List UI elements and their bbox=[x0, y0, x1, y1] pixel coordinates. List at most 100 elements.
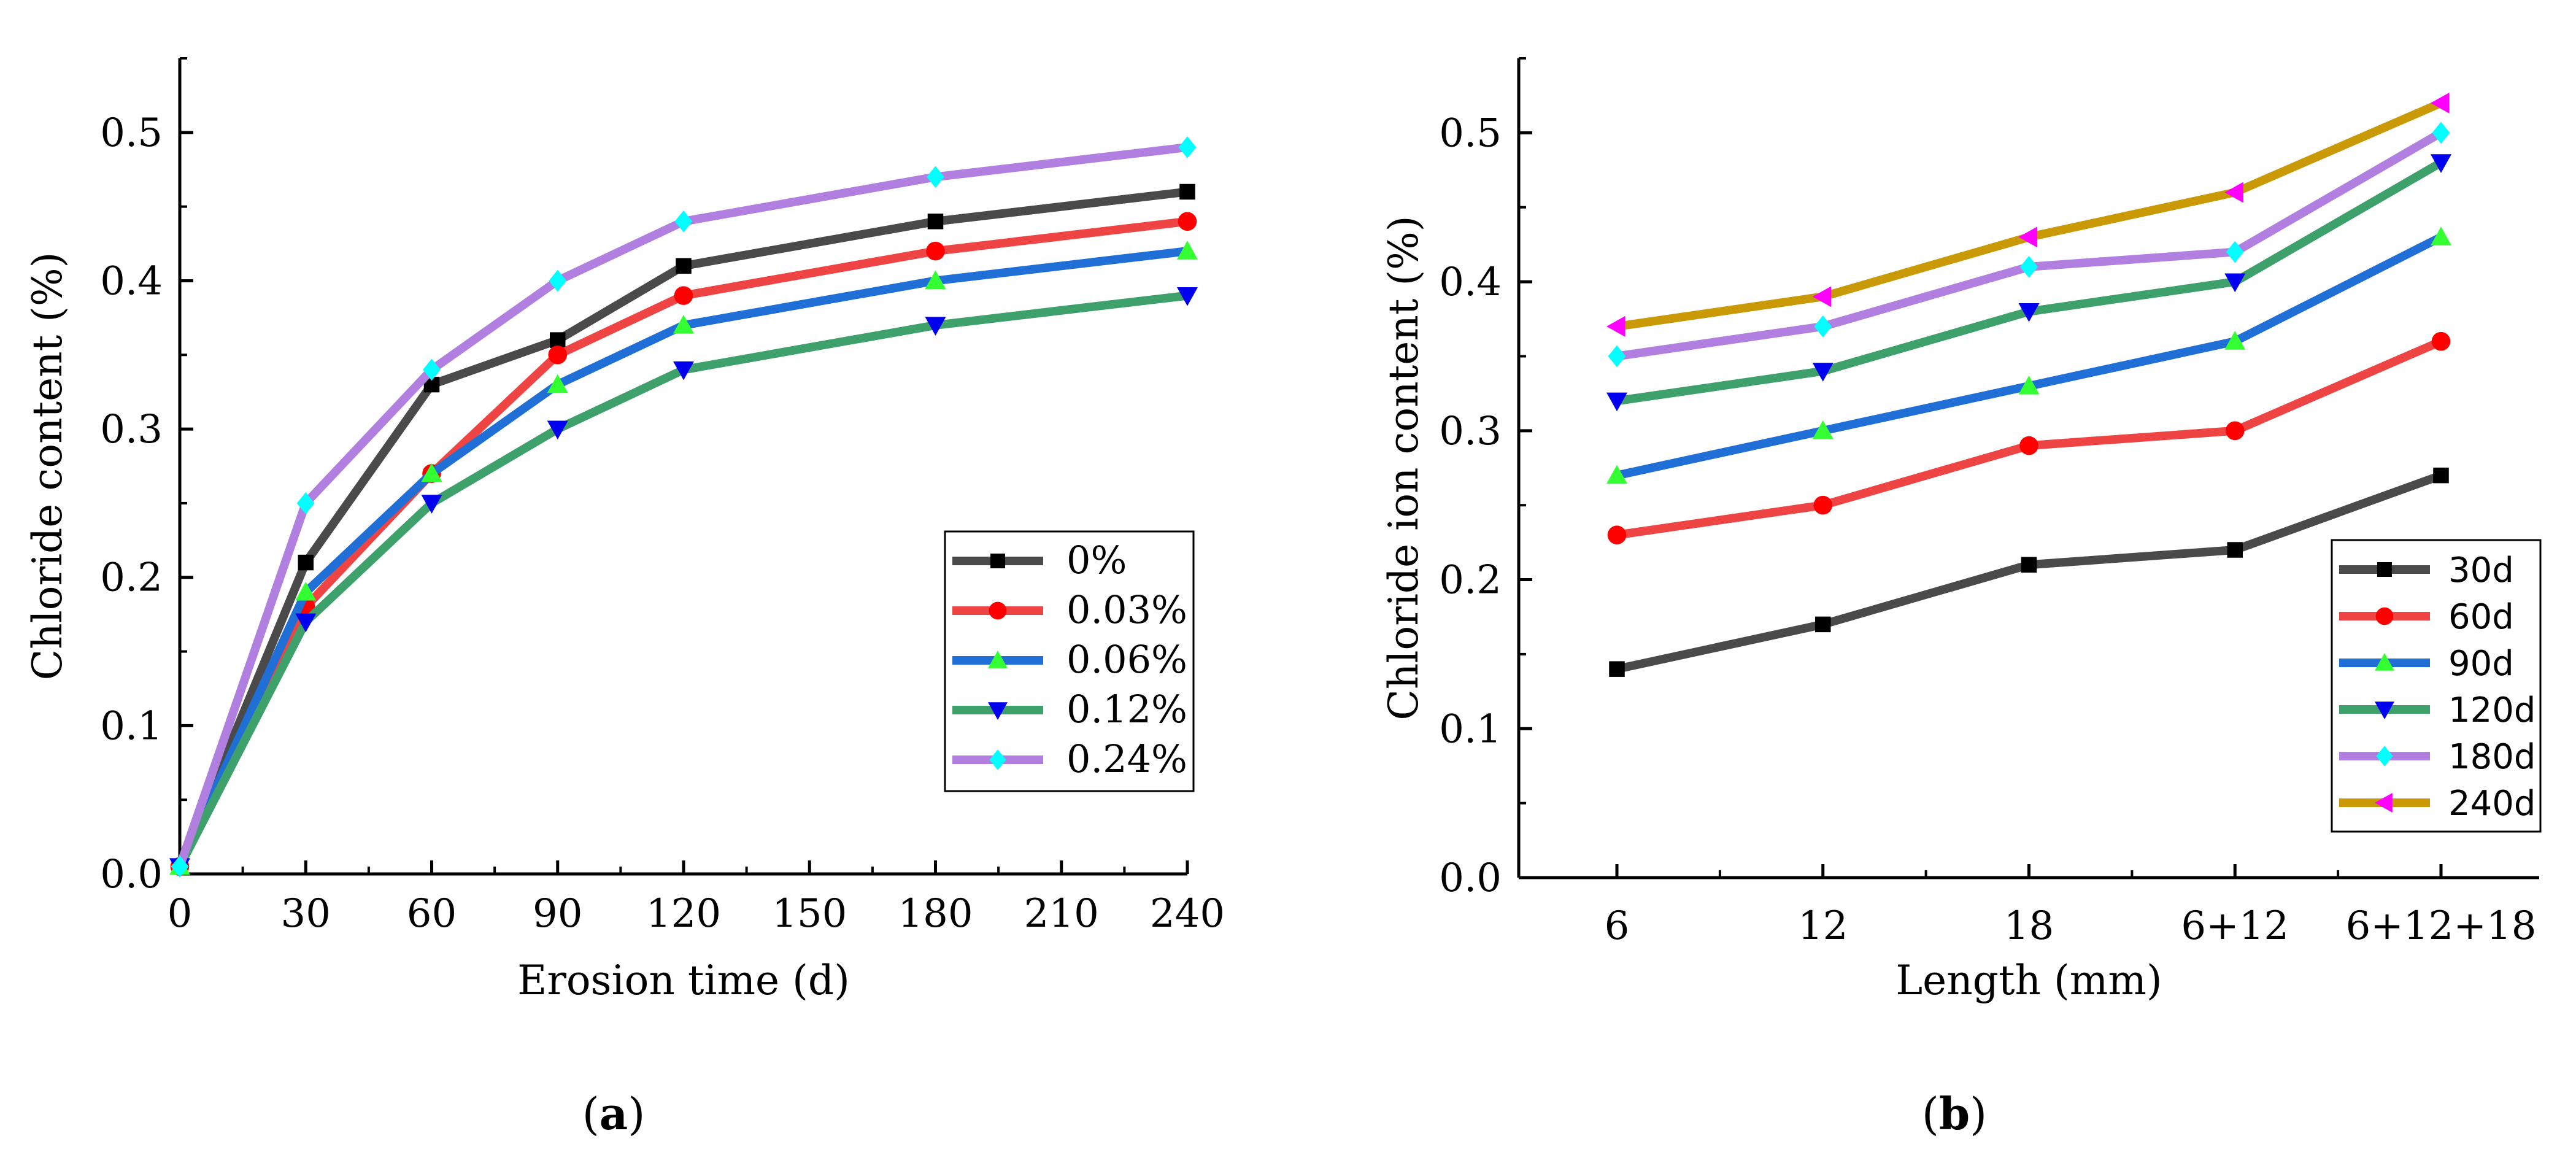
legend-label: 0.12% bbox=[1066, 687, 1187, 732]
data-point bbox=[1178, 136, 1197, 158]
x-tick-label: 120 bbox=[646, 891, 721, 937]
x-tick-label: 150 bbox=[772, 891, 847, 937]
data-point bbox=[421, 495, 442, 514]
legend-label: 120d bbox=[2448, 690, 2536, 730]
data-point bbox=[2021, 557, 2037, 573]
data-point bbox=[298, 554, 314, 571]
x-tick-label: 12 bbox=[1798, 903, 1848, 949]
panel-label: (a) bbox=[582, 1088, 646, 1140]
y-tick-label: 0.5 bbox=[100, 110, 163, 156]
series-0% bbox=[172, 184, 1195, 875]
data-point bbox=[2020, 255, 2038, 278]
data-point bbox=[2431, 331, 2451, 351]
legend-marker bbox=[2375, 653, 2394, 671]
data-point bbox=[550, 332, 566, 348]
data-point bbox=[927, 166, 944, 188]
legend-item: 180d bbox=[2339, 737, 2536, 777]
panel-label: (b) bbox=[1922, 1088, 1988, 1140]
data-point bbox=[676, 258, 692, 274]
data-point bbox=[2227, 542, 2243, 558]
series-90d bbox=[1606, 226, 2451, 484]
data-point bbox=[673, 361, 694, 381]
x-tick-label: 0 bbox=[168, 891, 193, 937]
y-tick-label: 0.3 bbox=[1439, 409, 1502, 454]
data-point bbox=[295, 613, 317, 633]
data-point bbox=[1606, 315, 1625, 337]
x-tick-label: 240 bbox=[1150, 891, 1225, 937]
data-point bbox=[1177, 241, 1198, 260]
data-point bbox=[1606, 392, 1627, 412]
data-point bbox=[2431, 226, 2451, 245]
legend-label: 0% bbox=[1066, 538, 1127, 582]
y-tick-label: 0.1 bbox=[100, 703, 163, 749]
legend-label: 0.06% bbox=[1066, 637, 1187, 682]
data-point bbox=[2432, 122, 2450, 144]
data-point bbox=[674, 210, 693, 233]
x-tick-label: 210 bbox=[1024, 891, 1099, 937]
data-point bbox=[674, 286, 693, 305]
y-tick-label: 0.0 bbox=[1439, 856, 1502, 901]
data-point bbox=[1178, 212, 1197, 231]
x-tick-label: 180 bbox=[898, 891, 973, 937]
legend-item: 0% bbox=[952, 538, 1127, 582]
legend-label: 90d bbox=[2448, 644, 2514, 684]
data-point bbox=[2019, 436, 2038, 455]
legend-marker bbox=[2376, 746, 2393, 767]
series-180d bbox=[1608, 122, 2450, 368]
chart-a: 0.0 0.1 0.2 0.3 0.4 0.5 0 30 60 90 120 150 180 210 240… bbox=[24, 57, 1225, 1140]
y-tick-label: 0.0 bbox=[100, 852, 163, 897]
y-axis-title: Chloride ion content (%) bbox=[1380, 215, 1427, 720]
data-point bbox=[421, 463, 442, 482]
data-point bbox=[673, 314, 694, 334]
legend-marker bbox=[989, 601, 1007, 620]
legend-marker bbox=[988, 702, 1008, 720]
data-point bbox=[1812, 420, 1834, 439]
series-0.06% bbox=[169, 241, 1198, 875]
data-point bbox=[1606, 465, 1627, 484]
data-point bbox=[925, 270, 946, 290]
data-point bbox=[295, 581, 317, 601]
data-point bbox=[2224, 182, 2243, 203]
data-point bbox=[2224, 273, 2246, 293]
legend-marker bbox=[2377, 562, 2392, 577]
legend-item: 120d bbox=[2339, 690, 2536, 730]
x-axis-title: Length (mm) bbox=[1895, 957, 2162, 1004]
series-0.24% bbox=[171, 136, 1197, 878]
series-240d bbox=[1606, 92, 2450, 337]
y-tick-label: 0.3 bbox=[100, 407, 163, 452]
x-axis-title: Erosion time (d) bbox=[517, 957, 850, 1004]
legend-box bbox=[2331, 539, 2542, 833]
legend-marker bbox=[990, 554, 1005, 568]
x-tick-label: 90 bbox=[533, 891, 582, 937]
data-point bbox=[548, 345, 568, 365]
data-point bbox=[1177, 287, 1198, 306]
data-point bbox=[2224, 331, 2246, 350]
x-tick-label: 60 bbox=[407, 891, 457, 937]
series-line bbox=[1613, 128, 2445, 361]
data-point bbox=[1609, 661, 1625, 677]
legend-item: 0.06% bbox=[952, 637, 1187, 682]
data-point bbox=[2225, 421, 2245, 441]
data-point bbox=[2018, 303, 2040, 322]
data-point bbox=[1815, 616, 1831, 633]
x-tick-label: 6+12 bbox=[2181, 903, 2289, 949]
legend-item: 240d bbox=[2339, 784, 2536, 824]
legend-item: 90d bbox=[2339, 644, 2514, 684]
y-tick-label: 0.4 bbox=[100, 258, 163, 304]
legend-label: 30d bbox=[2448, 551, 2514, 590]
legend-label: 0.03% bbox=[1066, 587, 1187, 632]
series-0.12% bbox=[169, 287, 1198, 877]
legend-label: 60d bbox=[2448, 597, 2514, 637]
legend-label: 180d bbox=[2448, 737, 2536, 777]
legend-label: 0.24% bbox=[1066, 736, 1187, 781]
chart-b: 0.0 0.1 0.2 0.3 0.4 0.5 6 12 18 6+12 6+12+18 Length… bbox=[1380, 57, 2542, 1140]
series-line bbox=[1613, 158, 2445, 406]
data-point bbox=[2018, 376, 2040, 395]
legend-label: 240d bbox=[2448, 784, 2536, 824]
legend-item: 0.24% bbox=[952, 736, 1187, 781]
data-point bbox=[1179, 184, 1195, 200]
data-point bbox=[2431, 154, 2451, 173]
data-point bbox=[927, 214, 944, 230]
y-tick-label: 0.4 bbox=[1439, 260, 1502, 305]
data-point bbox=[1812, 363, 1834, 382]
